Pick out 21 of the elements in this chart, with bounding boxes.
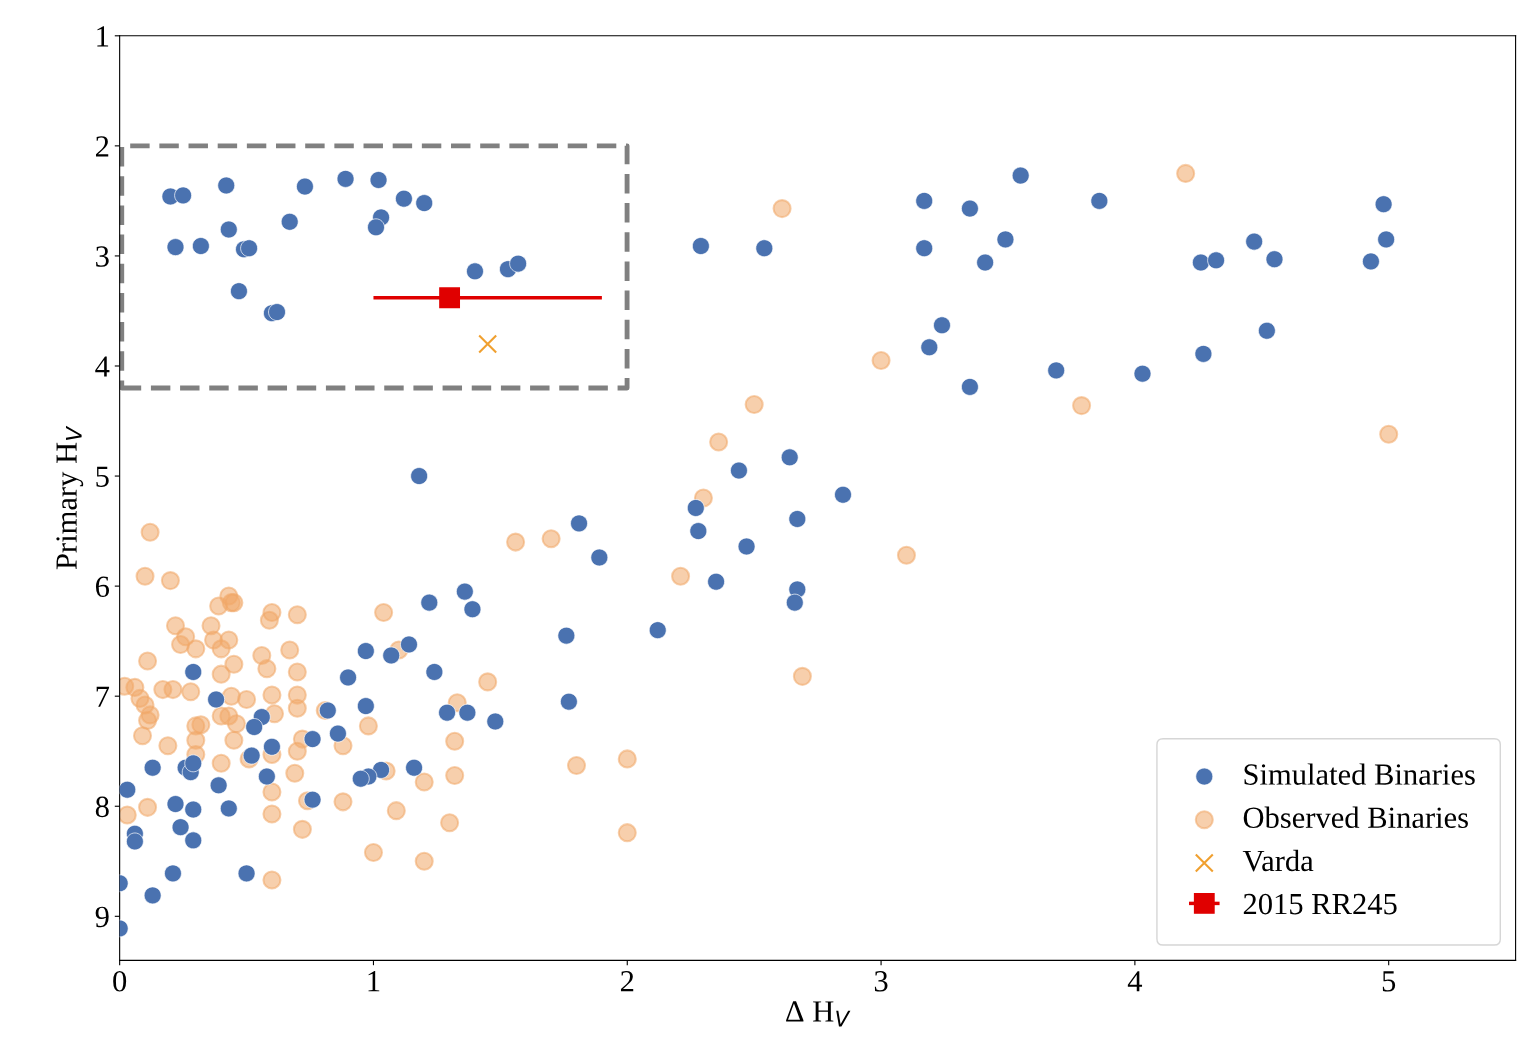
x-tick-label: 1: [368, 971, 380, 992]
x-tick-label: 4: [1127, 971, 1143, 992]
legend-label: Simulated Binaries: [1244, 763, 1475, 785]
x-tick-label: 0: [113, 970, 127, 992]
y-tick-label: 9: [95, 906, 109, 928]
y-tick-label: 4: [95, 356, 110, 377]
x-tick-label: 2: [620, 971, 634, 992]
y-tick-label: 2: [95, 136, 109, 157]
y-tick-label: 3: [96, 246, 109, 267]
y-tick-label: 7: [96, 686, 110, 707]
y-tick-label: 1: [97, 26, 109, 47]
x-tick-label: 3: [874, 971, 888, 992]
legend-label: Observed Binaries: [1243, 806, 1468, 829]
y-tick-label: 8: [95, 796, 109, 818]
x-tick-label: 5: [1382, 971, 1396, 992]
x-axis-title: Δ H$_{V}$: [786, 1001, 851, 1027]
y-tick-label: 5: [96, 466, 109, 487]
y-tick-label: 6: [95, 576, 110, 598]
y-axis-title: Primary H$_{V}$: [56, 425, 84, 570]
legend-label: Varda: [1242, 849, 1314, 872]
legend-label: 2015 RR245: [1243, 893, 1397, 915]
